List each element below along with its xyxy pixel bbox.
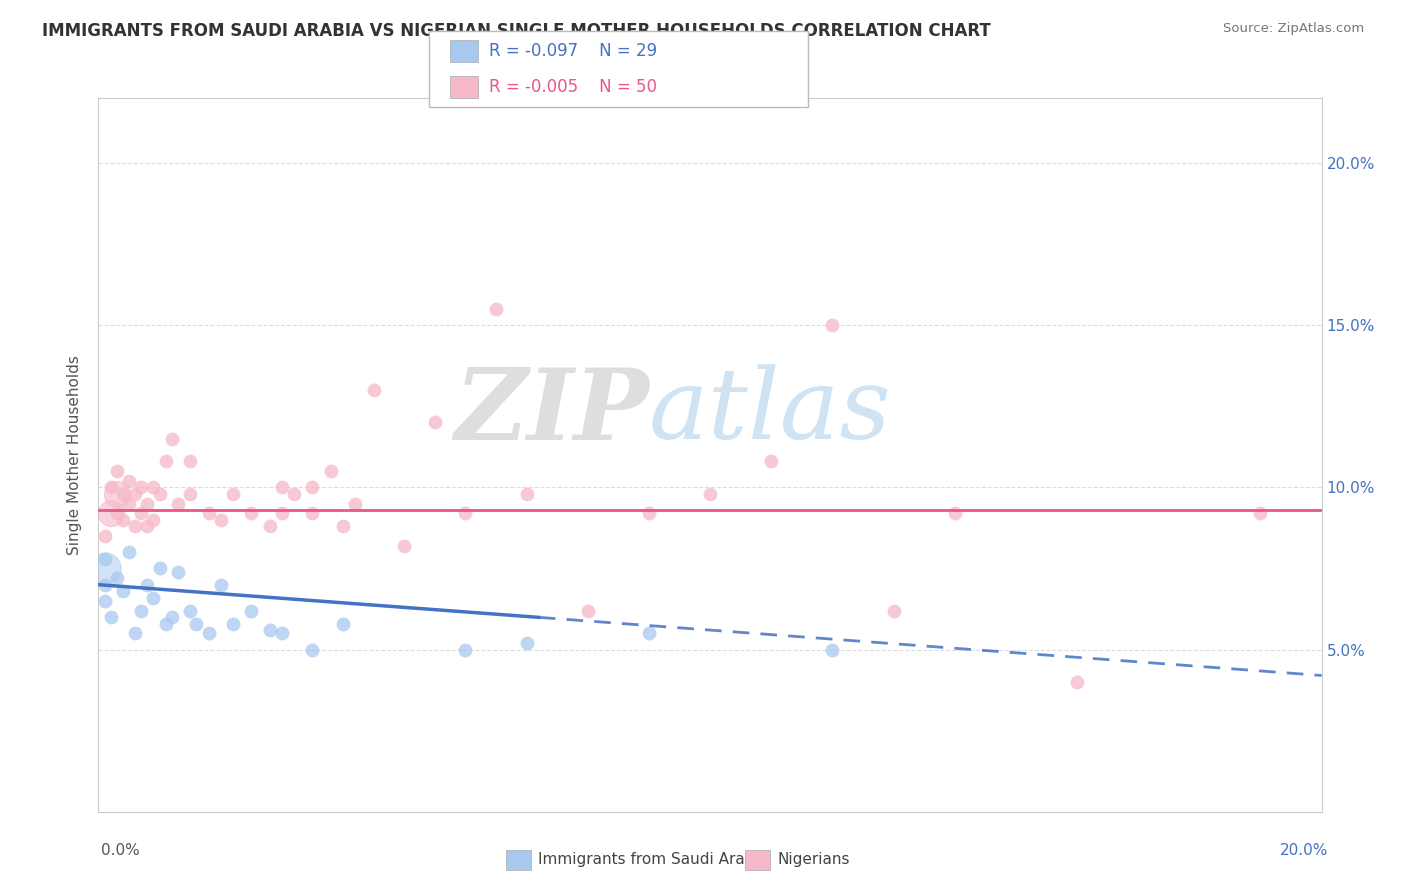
Point (155, 454, 177, 468)
Point (1249, 506, 1271, 520)
Point (319, 464, 342, 478)
Point (301, 642, 323, 657)
Point (259, 623, 281, 637)
Text: Nigerians: Nigerians (778, 853, 851, 867)
Text: Immigrants from Saudi Arabia: Immigrants from Saudi Arabia (538, 853, 769, 867)
Point (93, 594, 115, 608)
Point (129, 506, 152, 520)
Point (332, 519, 354, 533)
Point (270, 480, 292, 494)
Point (344, 497, 367, 511)
Point (100, 610, 122, 624)
Point (301, 506, 323, 520)
Point (699, 487, 721, 501)
Point (270, 626, 292, 640)
Point (118, 545, 141, 559)
Point (124, 519, 146, 533)
Point (576, 604, 599, 618)
Point (363, 383, 385, 397)
Text: R = -0.097    N = 29: R = -0.097 N = 29 (489, 42, 658, 61)
Point (209, 577, 232, 591)
Text: R = -0.005    N = 50: R = -0.005 N = 50 (489, 78, 657, 96)
Text: 0.0%: 0.0% (101, 843, 141, 858)
Point (821, 318, 844, 333)
Y-axis label: Single Mother Households: Single Mother Households (67, 355, 83, 555)
Point (129, 480, 152, 494)
Point (118, 497, 141, 511)
Point (105, 506, 128, 520)
Point (259, 519, 281, 533)
Point (240, 506, 263, 520)
Point (1066, 675, 1088, 690)
Point (129, 604, 152, 618)
Text: ZIP: ZIP (454, 364, 650, 460)
Point (454, 506, 477, 520)
Point (270, 506, 292, 520)
Point (124, 487, 146, 501)
Text: atlas: atlas (650, 365, 891, 459)
Point (167, 497, 190, 511)
Text: IMMIGRANTS FROM SAUDI ARABIA VS NIGERIAN SINGLE MOTHER HOUSEHOLDS CORRELATION CH: IMMIGRANTS FROM SAUDI ARABIA VS NIGERIAN… (42, 22, 991, 40)
Point (454, 642, 477, 657)
Point (136, 519, 159, 533)
Point (111, 513, 134, 527)
Point (423, 416, 446, 430)
Point (100, 506, 122, 520)
Point (155, 616, 177, 631)
Point (332, 616, 354, 631)
Point (883, 604, 905, 618)
Point (142, 513, 165, 527)
Point (93, 577, 115, 591)
Point (105, 464, 128, 478)
Point (136, 497, 159, 511)
Point (821, 642, 844, 657)
Point (118, 474, 141, 488)
Point (111, 487, 134, 501)
Point (186, 616, 208, 631)
Point (392, 539, 416, 553)
Point (179, 604, 201, 618)
Point (209, 513, 232, 527)
Point (93, 551, 115, 566)
Point (637, 506, 661, 520)
Point (222, 487, 245, 501)
Point (167, 565, 190, 579)
Point (100, 480, 122, 494)
Text: Source: ZipAtlas.com: Source: ZipAtlas.com (1223, 22, 1364, 36)
Point (943, 506, 966, 520)
Point (142, 480, 165, 494)
Point (149, 487, 172, 501)
Point (160, 432, 183, 446)
Point (105, 487, 128, 501)
Point (136, 577, 159, 591)
Point (179, 454, 201, 468)
Point (485, 301, 508, 316)
Point (93, 561, 115, 575)
Point (160, 610, 183, 624)
Point (637, 626, 661, 640)
Point (124, 626, 146, 640)
Point (301, 480, 323, 494)
Point (516, 636, 538, 650)
Point (93, 529, 115, 543)
Point (759, 454, 782, 468)
Point (111, 584, 134, 599)
Point (197, 626, 219, 640)
Point (179, 487, 201, 501)
Point (149, 561, 172, 575)
Text: 20.0%: 20.0% (1281, 843, 1329, 858)
Point (105, 571, 128, 585)
Point (516, 487, 538, 501)
Point (197, 506, 219, 520)
Point (283, 487, 305, 501)
Point (222, 616, 245, 631)
Point (240, 604, 263, 618)
Point (142, 591, 165, 605)
